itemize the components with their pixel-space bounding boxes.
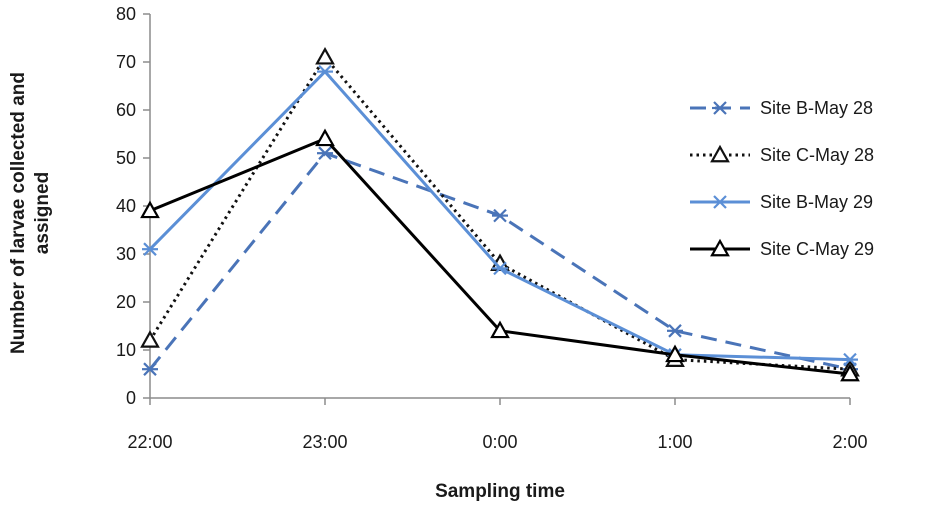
data-point bbox=[140, 200, 160, 219]
data-point bbox=[492, 261, 508, 276]
series-line bbox=[148, 55, 851, 371]
y-axis-title-line-2: assigned bbox=[32, 172, 53, 254]
axis-titles: Sampling time Number of larvae collected… bbox=[8, 72, 565, 502]
data-point bbox=[142, 242, 158, 256]
data-point bbox=[490, 320, 510, 339]
y-tick-label: 60 bbox=[116, 100, 136, 120]
legend-item: Site C-May 28 bbox=[690, 144, 874, 165]
x-tick-label: 1:00 bbox=[657, 432, 692, 452]
legend-marker bbox=[712, 101, 728, 115]
legend-item: Site C-May 29 bbox=[690, 238, 874, 259]
data-point bbox=[140, 330, 160, 348]
data-point bbox=[842, 352, 858, 367]
legend-label: Site B-May 29 bbox=[760, 192, 873, 212]
x-tick-label: 23:00 bbox=[302, 432, 347, 452]
data-point bbox=[315, 128, 335, 147]
legend-item: Site B-May 29 bbox=[690, 192, 873, 212]
ticks: 0 10 20 30 40 50 60 70 80 22:00 23:00 0:00 1:00 2:00 bbox=[116, 4, 868, 452]
x-tick-label: 0:00 bbox=[482, 432, 517, 452]
y-tick-label: 40 bbox=[116, 196, 136, 216]
y-tick-label: 30 bbox=[116, 244, 136, 264]
legend-marker bbox=[712, 195, 728, 209]
y-tick-label: 70 bbox=[116, 52, 136, 72]
series-3 bbox=[142, 64, 858, 367]
legend: Site B-May 28 Site C-May 28 Site B-May 29 S… bbox=[690, 98, 874, 259]
y-axis-title-line-1: Number of larvae collected and bbox=[8, 72, 29, 354]
x-tick-label: 22:00 bbox=[127, 432, 172, 452]
y-tick-label: 0 bbox=[126, 388, 136, 408]
data-point bbox=[492, 208, 508, 223]
data-point bbox=[142, 362, 158, 376]
legend-marker bbox=[710, 144, 730, 163]
axes bbox=[149, 14, 850, 399]
y-tick-label: 10 bbox=[116, 340, 136, 360]
legend-marker bbox=[710, 238, 730, 257]
y-tick-label: 80 bbox=[116, 4, 136, 24]
x-tick-label: 2:00 bbox=[832, 432, 867, 452]
legend-label: Site C-May 29 bbox=[760, 239, 874, 259]
data-point bbox=[317, 64, 333, 79]
data-point bbox=[665, 344, 685, 363]
data-point bbox=[840, 363, 860, 382]
x-axis-title: Sampling time bbox=[435, 481, 565, 502]
data-point bbox=[317, 146, 333, 160]
data-point bbox=[315, 46, 335, 65]
y-axis-title: Number of larvae collected and assigned bbox=[8, 72, 53, 354]
legend-item: Site B-May 28 bbox=[690, 98, 873, 118]
series-4 bbox=[140, 128, 860, 382]
legend-label: Site C-May 28 bbox=[760, 145, 874, 165]
series bbox=[140, 46, 860, 382]
y-tick-label: 20 bbox=[116, 292, 136, 312]
legend-label: Site B-May 28 bbox=[760, 98, 873, 118]
y-tick-label: 50 bbox=[116, 148, 136, 168]
data-point bbox=[667, 324, 683, 338]
